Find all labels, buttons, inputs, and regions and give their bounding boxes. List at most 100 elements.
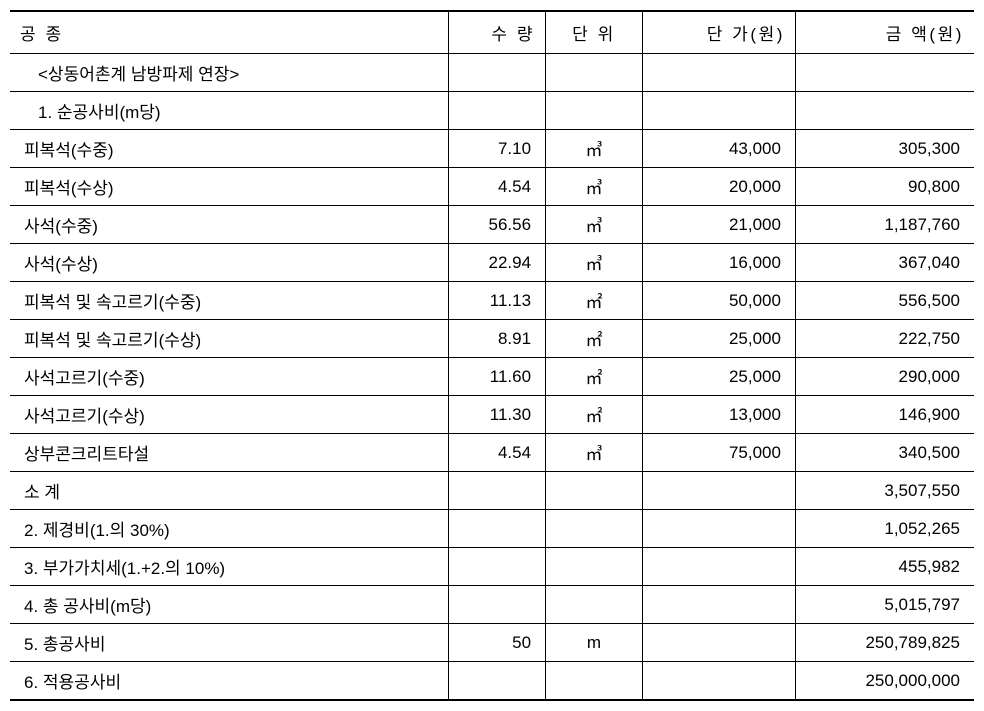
cell-unit: ㎥	[546, 206, 643, 244]
header-row: 공 종 수 량 단 위 단 가(원) 금 액(원)	[10, 11, 974, 54]
header-unit: 단 위	[546, 11, 643, 54]
cell-work: 6. 적용공사비	[10, 662, 449, 701]
header-price: 단 가(원)	[642, 11, 795, 54]
cell-amount: 222,750	[795, 320, 974, 358]
table-row: 피복석 및 속고르기(수중)11.13㎡50,000556,500	[10, 282, 974, 320]
cell-price: 25,000	[642, 358, 795, 396]
cell-qty	[449, 586, 546, 624]
cell-work: 사석고르기(수상)	[10, 396, 449, 434]
cell-price	[642, 548, 795, 586]
cell-unit	[546, 92, 643, 130]
cell-price: 21,000	[642, 206, 795, 244]
cell-price	[642, 662, 795, 701]
table-row: 소 계 3,507,550	[10, 472, 974, 510]
cell-price: 25,000	[642, 320, 795, 358]
cell-qty: 8.91	[449, 320, 546, 358]
table-row: 5. 총공사비50m250,789,825	[10, 624, 974, 662]
cell-qty: 22.94	[449, 244, 546, 282]
cell-unit	[546, 472, 643, 510]
cell-qty	[449, 92, 546, 130]
table-row: 3. 부가가치세(1.+2.의 10%) 455,982	[10, 548, 974, 586]
cell-unit: ㎥	[546, 434, 643, 472]
cell-unit	[546, 548, 643, 586]
cell-qty: 11.30	[449, 396, 546, 434]
cell-work: 사석(수중)	[10, 206, 449, 244]
cell-unit	[546, 54, 643, 92]
cell-price	[642, 586, 795, 624]
cell-work: 4. 총 공사비(m당)	[10, 586, 449, 624]
cell-amount: 146,900	[795, 396, 974, 434]
cell-qty	[449, 510, 546, 548]
cell-unit: m	[546, 624, 643, 662]
cell-unit: ㎡	[546, 396, 643, 434]
cost-table-container: 공 종 수 량 단 위 단 가(원) 금 액(원) <상동어촌계 남방파제 연장…	[10, 10, 974, 701]
cell-work: 소 계	[10, 472, 449, 510]
cell-qty	[449, 548, 546, 586]
cell-amount: 455,982	[795, 548, 974, 586]
cell-unit: ㎡	[546, 282, 643, 320]
cell-price: 75,000	[642, 434, 795, 472]
cell-amount: 340,500	[795, 434, 974, 472]
cell-work: 2. 제경비(1.의 30%)	[10, 510, 449, 548]
cell-amount: 5,015,797	[795, 586, 974, 624]
table-row: <상동어촌계 남방파제 연장>	[10, 54, 974, 92]
cell-amount: 556,500	[795, 282, 974, 320]
cell-price	[642, 472, 795, 510]
cell-qty: 11.60	[449, 358, 546, 396]
cell-unit: ㎡	[546, 358, 643, 396]
cell-unit	[546, 662, 643, 701]
table-body: <상동어촌계 남방파제 연장>1. 순공사비(m당)피복석(수중)7.10㎥43…	[10, 54, 974, 701]
table-row: 4. 총 공사비(m당) 5,015,797	[10, 586, 974, 624]
header-work: 공 종	[10, 11, 449, 54]
cell-qty	[449, 662, 546, 701]
cell-amount: 1,187,760	[795, 206, 974, 244]
cell-price: 20,000	[642, 168, 795, 206]
table-row: 사석(수상)22.94㎥16,000367,040	[10, 244, 974, 282]
cell-qty: 7.10	[449, 130, 546, 168]
cell-work: 피복석 및 속고르기(수상)	[10, 320, 449, 358]
cell-qty	[449, 472, 546, 510]
cell-qty: 4.54	[449, 434, 546, 472]
cell-qty: 56.56	[449, 206, 546, 244]
table-row: 피복석(수중)7.10㎥43,000305,300	[10, 130, 974, 168]
cell-price	[642, 54, 795, 92]
cell-amount: 290,000	[795, 358, 974, 396]
table-row: 사석(수중)56.56㎥21,0001,187,760	[10, 206, 974, 244]
cell-amount: 305,300	[795, 130, 974, 168]
cell-work: 피복석 및 속고르기(수중)	[10, 282, 449, 320]
cell-work: 상부콘크리트타설	[10, 434, 449, 472]
cell-price: 16,000	[642, 244, 795, 282]
cell-amount: 3,507,550	[795, 472, 974, 510]
cell-unit: ㎥	[546, 244, 643, 282]
cell-amount: 1,052,265	[795, 510, 974, 548]
cell-qty: 50	[449, 624, 546, 662]
table-row: 사석고르기(수상)11.30㎡13,000146,900	[10, 396, 974, 434]
table-row: 6. 적용공사비250,000,000	[10, 662, 974, 701]
cell-qty: 11.13	[449, 282, 546, 320]
cell-work: 1. 순공사비(m당)	[10, 92, 449, 130]
cost-table: 공 종 수 량 단 위 단 가(원) 금 액(원) <상동어촌계 남방파제 연장…	[10, 10, 974, 701]
cell-amount	[795, 54, 974, 92]
header-amount: 금 액(원)	[795, 11, 974, 54]
cell-work: 사석고르기(수중)	[10, 358, 449, 396]
cell-amount	[795, 92, 974, 130]
header-qty: 수 량	[449, 11, 546, 54]
cell-price	[642, 92, 795, 130]
table-header: 공 종 수 량 단 위 단 가(원) 금 액(원)	[10, 11, 974, 54]
cell-qty	[449, 54, 546, 92]
cell-price	[642, 510, 795, 548]
cell-price: 13,000	[642, 396, 795, 434]
cell-price: 43,000	[642, 130, 795, 168]
table-row: 2. 제경비(1.의 30%) 1,052,265	[10, 510, 974, 548]
cell-qty: 4.54	[449, 168, 546, 206]
table-row: 피복석(수상)4.54㎥20,00090,800	[10, 168, 974, 206]
cell-amount: 90,800	[795, 168, 974, 206]
table-row: 사석고르기(수중)11.60㎡25,000290,000	[10, 358, 974, 396]
table-row: 1. 순공사비(m당)	[10, 92, 974, 130]
cell-work: 사석(수상)	[10, 244, 449, 282]
cell-work: 3. 부가가치세(1.+2.의 10%)	[10, 548, 449, 586]
cell-work: 피복석(수중)	[10, 130, 449, 168]
cell-amount: 250,789,825	[795, 624, 974, 662]
cell-unit	[546, 510, 643, 548]
table-row: 상부콘크리트타설4.54㎥75,000340,500	[10, 434, 974, 472]
